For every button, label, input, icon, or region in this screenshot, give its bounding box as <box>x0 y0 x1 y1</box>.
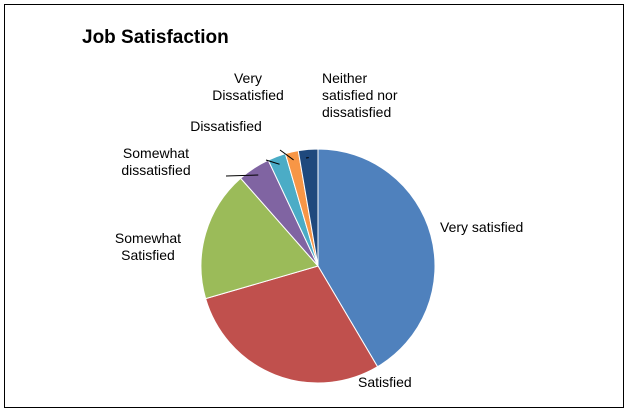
slice-label-very-dissatisfied: Very Dissatisfied <box>212 70 284 103</box>
pie-slices <box>200 148 436 384</box>
slice-label-satisfied: Satisfied <box>358 374 412 390</box>
slice-label-somewhat-dissatisfied: Somewhat dissatisfied <box>121 145 190 178</box>
slice-label-somewhat-satisfied: Somewhat Satisfied <box>115 230 181 263</box>
leader-lines <box>225 149 309 177</box>
slice-label-neither-satisfied-nor-dissatisfied: Neither satisfied nor dissatisfied <box>322 70 398 120</box>
chart-title: Job Satisfaction <box>82 27 229 48</box>
leader-line-somewhat-dissatisfied <box>225 174 259 177</box>
pie-slice-satisfied <box>205 265 379 384</box>
slice-label-dissatisfied: Dissatisfied <box>190 118 262 134</box>
slice-labels: Very satisfied Satisfied Somewhat Satisfied… <box>115 70 523 390</box>
slice-label-very-satisfied: Very satisfied <box>440 219 523 235</box>
pie-slice-very-satisfied <box>317 148 436 368</box>
pie-slice-somewhat-satisfied <box>200 177 319 300</box>
leader-line-dissatisfied <box>265 159 280 165</box>
leader-line-very-dissatisfied <box>279 149 294 161</box>
pie-slice-neither-satisfied-nor-dissatisfied <box>297 148 319 267</box>
